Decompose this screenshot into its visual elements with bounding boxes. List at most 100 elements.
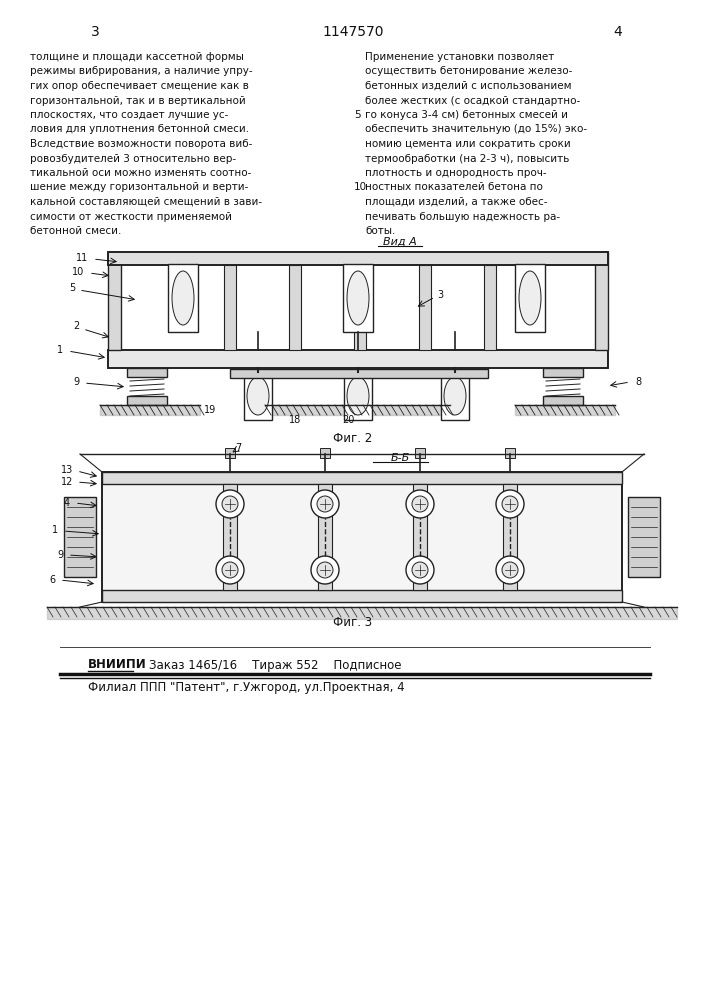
Circle shape [406,490,434,518]
Text: Применение установки позволяет: Применение установки позволяет [365,52,554,62]
Bar [230,369,488,378]
Text: Б-Б: Б-Б [390,453,409,463]
Text: 9: 9 [73,377,79,387]
Text: 18: 18 [289,415,301,425]
Text: бетонных изделий с использованием: бетонных изделий с использованием [365,81,571,91]
Bar [224,265,236,350]
Text: 1: 1 [52,525,58,535]
Bar [505,448,515,458]
Text: Фиг. 3: Фиг. 3 [334,615,373,629]
Text: Заказ 1465/16    Тираж 552    Подписное: Заказ 1465/16 Тираж 552 Подписное [134,658,402,672]
Text: 13: 13 [61,465,73,475]
Text: 10: 10 [354,182,367,192]
Text: ВНИИПИ: ВНИИПИ [88,658,147,672]
Text: боты.: боты. [365,226,395,236]
Circle shape [222,562,238,578]
Text: 7: 7 [235,443,241,453]
Bar [64,497,96,577]
Bar [320,448,330,458]
Text: 4: 4 [64,498,70,508]
Bar [515,264,545,332]
Bar [543,396,583,405]
Bar [244,372,272,420]
Text: 9: 9 [57,550,63,560]
Circle shape [216,556,244,584]
Text: гих опор обеспечивает смещение как в: гих опор обеспечивает смещение как в [30,81,249,91]
Text: толщине и площади кассетной формы: толщине и площади кассетной формы [30,52,244,62]
Bar [102,472,622,602]
Text: термообработки (на 2-3 ч), повысить: термообработки (на 2-3 ч), повысить [365,153,569,163]
Bar [102,472,622,484]
Ellipse shape [247,377,269,415]
Circle shape [412,562,428,578]
Text: 20: 20 [341,415,354,425]
Text: 10: 10 [72,267,84,277]
Text: кальной составляющей смещений в зави-: кальной составляющей смещений в зави- [30,197,262,207]
Text: ловия для уплотнения бетонной смеси.: ловия для уплотнения бетонной смеси. [30,124,249,134]
Bar [441,372,469,420]
Circle shape [412,496,428,512]
Text: 12: 12 [61,477,74,487]
Circle shape [502,496,518,512]
Bar [108,350,608,368]
Text: плоскостях, что создает лучшие ус-: плоскостях, что создает лучшие ус- [30,110,228,120]
Ellipse shape [444,377,466,415]
Text: ностных показателей бетона по: ностных показателей бетона по [365,182,543,192]
Text: 11: 11 [76,253,88,263]
Text: режимы вибрирования, а наличие упру-: режимы вибрирования, а наличие упру- [30,66,252,77]
Circle shape [317,562,333,578]
Text: обеспечить значительную (до 15%) эко-: обеспечить значительную (до 15%) эко- [365,124,587,134]
Text: горизонтальной, так и в вертикальной: горизонтальной, так и в вертикальной [30,96,246,105]
Text: Фиг. 2: Фиг. 2 [334,432,373,444]
Text: 1147570: 1147570 [322,25,384,39]
Bar [343,264,373,332]
Bar [413,484,427,590]
Bar [127,396,167,405]
Text: 19: 19 [204,405,216,415]
Text: бетонной смеси.: бетонной смеси. [30,226,122,236]
Text: тикальной оси можно изменять соотно-: тикальной оси можно изменять соотно- [30,168,252,178]
Bar [354,265,366,350]
Text: более жестких (с осадкой стандартно-: более жестких (с осадкой стандартно- [365,96,580,105]
Ellipse shape [347,271,369,325]
Bar [318,484,332,590]
Bar [543,368,583,377]
Bar [415,448,425,458]
Ellipse shape [519,271,541,325]
Bar [484,265,496,350]
Text: 5: 5 [69,283,75,293]
Bar [289,265,301,350]
Bar [168,264,198,332]
Circle shape [502,562,518,578]
Bar [419,265,431,350]
Text: номию цемента или сократить сроки: номию цемента или сократить сроки [365,139,571,149]
Bar [108,252,121,350]
Circle shape [311,556,339,584]
Ellipse shape [172,271,194,325]
Text: го конуса 3-4 см) бетонных смесей и: го конуса 3-4 см) бетонных смесей и [365,110,568,120]
Circle shape [496,556,524,584]
Bar [223,484,237,590]
Text: Филиал ППП "Патент", г.Ужгород, ул.Проектная, 4: Филиал ППП "Патент", г.Ужгород, ул.Проек… [88,680,404,694]
Circle shape [317,496,333,512]
Text: 5: 5 [354,110,361,120]
Text: 8: 8 [635,377,641,387]
Bar [503,484,517,590]
Bar [108,252,608,265]
Text: 1: 1 [57,345,63,355]
Bar [628,497,660,577]
Text: 2: 2 [73,321,79,331]
Bar [47,607,677,619]
Text: 4: 4 [614,25,622,39]
Text: шение между горизонтальной и верти-: шение между горизонтальной и верти- [30,182,248,192]
Text: 3: 3 [437,290,443,300]
Circle shape [406,556,434,584]
Text: Вследствие возможности поворота виб-: Вследствие возможности поворота виб- [30,139,252,149]
Text: печивать большую надежность ра-: печивать большую надежность ра- [365,212,560,222]
Text: осуществить бетонирование железо-: осуществить бетонирование железо- [365,66,573,77]
Text: 3: 3 [90,25,100,39]
Text: площади изделий, а также обес-: площади изделий, а также обес- [365,197,547,207]
Text: 6: 6 [49,575,55,585]
Bar [344,372,372,420]
Bar [595,252,608,350]
